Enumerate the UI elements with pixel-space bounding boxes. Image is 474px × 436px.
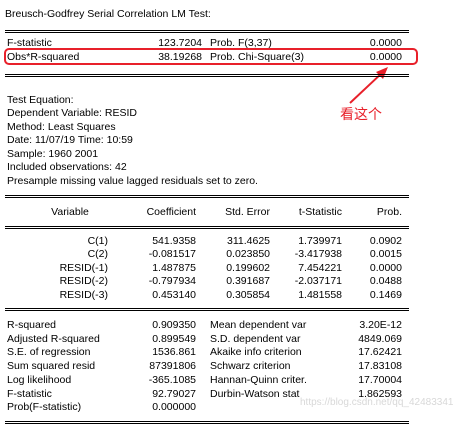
coef-std-error: 0.023850: [226, 248, 270, 260]
rule-top: [5, 30, 409, 31]
summary-label: F-statistic: [7, 37, 52, 49]
coef-t-statistic: 1.739971: [298, 235, 342, 247]
rule-before-stats-2: [5, 310, 409, 311]
rule-bottom: [5, 421, 409, 422]
info-line: Date: 11/07/19 Time: 10:59: [7, 134, 133, 146]
stat-value-left: 92.79027: [152, 388, 196, 400]
info-line: Test Equation:: [7, 94, 74, 106]
stat-label-left: Log likelihood: [7, 374, 72, 386]
summary-prob: 0.0000: [369, 51, 402, 63]
header-t-statistic: t-Statistic: [298, 206, 342, 218]
coef-variable: RESID(-3): [59, 289, 108, 301]
stat-value-left: 0.909350: [152, 319, 196, 331]
test-title: Breusch-Godfrey Serial Correlation LM Te…: [5, 8, 211, 20]
summary-label: Obs*R-squared: [7, 51, 80, 63]
rule-top-2: [5, 32, 409, 33]
summary-value: 123.7204: [158, 37, 202, 49]
coef-coefficient: -0.081517: [148, 248, 196, 260]
stat-label-right: Schwarz criterion: [210, 360, 291, 372]
stat-label-right: Hannan-Quinn criter.: [210, 374, 307, 386]
stat-value-left: 87391806: [149, 360, 196, 372]
header-std-error: Std. Error: [225, 206, 270, 218]
coef-prob: 0.0000: [369, 262, 402, 274]
summary-value: 38.19268: [158, 51, 202, 63]
header-variable: Variable: [51, 206, 89, 218]
stat-label-left: Adjusted R-squared: [7, 333, 100, 345]
header-prob: Prob.: [376, 206, 402, 218]
coef-prob: 0.0488: [369, 275, 402, 287]
rule-after-headers: [5, 226, 409, 227]
stat-label-left: Prob(F-statistic): [7, 401, 82, 413]
stat-label-left: R-squared: [7, 319, 57, 331]
coef-coefficient: 1.487875: [152, 262, 196, 274]
coef-t-statistic: 1.481558: [298, 289, 342, 301]
stat-value-right: 17.62421: [358, 346, 402, 358]
rule-before-coef-2: [5, 197, 409, 198]
stat-value-right: 17.70004: [358, 374, 402, 386]
rule-before-stats: [5, 308, 409, 309]
stat-value-right: 4849.069: [358, 333, 402, 345]
coef-std-error: 0.199602: [226, 262, 270, 274]
stat-value-left: 0.000000: [152, 401, 196, 413]
rule-bottom-2: [5, 423, 409, 424]
rule-before-coef: [5, 195, 409, 196]
rule-after-headers-2: [5, 228, 409, 229]
coef-prob: 0.0015: [369, 248, 402, 260]
coef-prob: 0.0902: [369, 235, 402, 247]
coef-std-error: 0.391687: [226, 275, 270, 287]
rule-after-summary-2: [5, 76, 409, 77]
coef-variable: RESID(-1): [59, 262, 108, 274]
coef-coefficient: 541.9358: [152, 235, 196, 247]
coef-variable: C(1): [87, 235, 108, 247]
coef-variable: RESID(-2): [59, 275, 108, 287]
coef-std-error: 311.4625: [226, 235, 270, 247]
info-line: Presample missing value lagged residuals…: [7, 175, 258, 187]
stat-value-right: 1.862593: [358, 388, 402, 400]
stat-label-right: Mean dependent var: [210, 319, 307, 331]
coef-t-statistic: -2.037171: [294, 275, 342, 287]
info-line: Dependent Variable: RESID: [7, 107, 137, 119]
coef-coefficient: 0.453140: [152, 289, 196, 301]
coef-t-statistic: 7.454221: [298, 262, 342, 274]
info-line: Sample: 1960 2001: [7, 148, 99, 160]
stat-label-right: S.D. dependent var: [210, 333, 301, 345]
stat-value-right: 3.20E-12: [359, 319, 402, 331]
summary-prob: 0.0000: [369, 37, 402, 49]
info-line: Included observations: 42: [7, 161, 127, 173]
rule-after-summary: [5, 74, 409, 75]
stat-label-left: S.E. of regression: [7, 346, 91, 358]
header-coefficient: Coefficient: [146, 206, 196, 218]
coef-std-error: 0.305854: [226, 289, 270, 301]
stat-value-left: 1536.861: [152, 346, 196, 358]
coef-coefficient: -0.797934: [148, 275, 196, 287]
stat-value-left: -365.1085: [148, 374, 196, 386]
stat-label-right: Akaike info criterion: [210, 346, 302, 358]
coef-t-statistic: -3.417938: [294, 248, 342, 260]
stat-value-left: 0.899549: [152, 333, 196, 345]
stat-value-right: 17.83108: [358, 360, 402, 372]
stat-label-left: F-statistic: [7, 388, 52, 400]
stat-label-right: Durbin-Watson stat: [210, 388, 300, 400]
stat-label-left: Sum squared resid: [7, 360, 96, 372]
coef-prob: 0.1469: [369, 289, 402, 301]
summary-prob-label: Prob. Chi-Square(3): [210, 51, 304, 63]
info-line: Method: Least Squares: [7, 121, 116, 133]
annotation-text: 看这个: [340, 107, 382, 123]
coef-variable: C(2): [87, 248, 108, 260]
summary-prob-label: Prob. F(3,37): [210, 37, 272, 49]
highlight-box: [4, 48, 418, 65]
watermark: https://blog.csdn.net/qq_42483341: [300, 397, 454, 408]
